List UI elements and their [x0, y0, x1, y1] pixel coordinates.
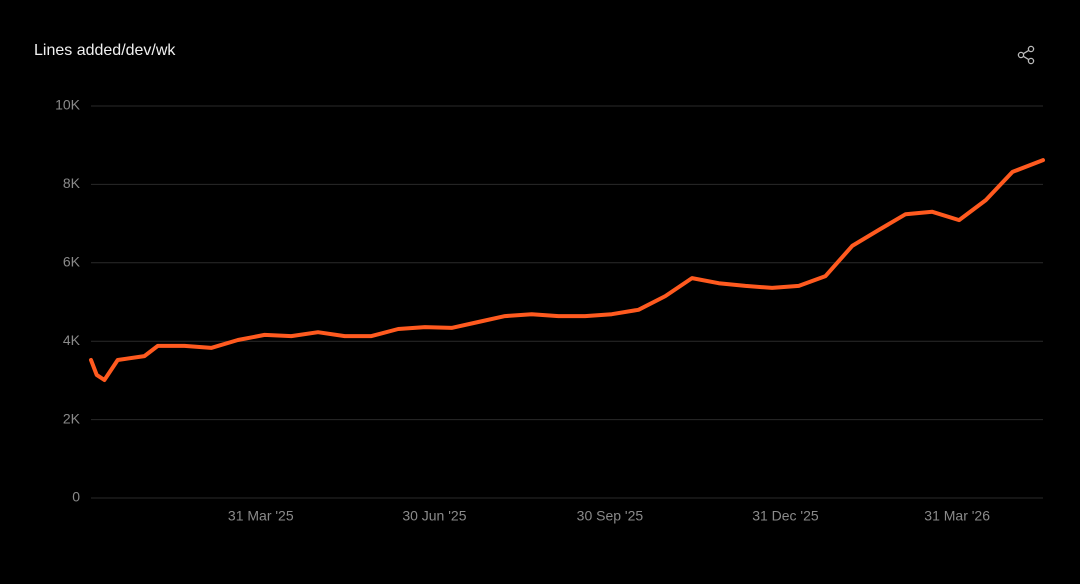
- share-button[interactable]: [1017, 45, 1035, 65]
- y-tick-label: 4K: [63, 332, 81, 348]
- share-icon: [1027, 45, 1035, 53]
- share-icon: [1022, 49, 1030, 61]
- x-tick-label: 30 Jun '25: [402, 508, 466, 524]
- x-tick-label: 30 Sep '25: [577, 508, 644, 524]
- y-tick-label: 6K: [63, 254, 81, 270]
- y-tick-label: 2K: [63, 410, 81, 426]
- chart-title: Lines added/dev/wk: [34, 42, 176, 59]
- share-icon: [1027, 57, 1035, 65]
- data-line: [89, 158, 1045, 382]
- y-tick-label: 10K: [55, 97, 81, 113]
- x-tick-label: 31 Dec '25: [752, 508, 819, 524]
- x-tick-label: 31 Mar '26: [924, 508, 990, 524]
- y-tick-label: 8K: [63, 175, 81, 191]
- x-tick-label: 31 Mar '25: [228, 508, 294, 524]
- share-icon: [1017, 51, 1025, 59]
- y-tick-label: 0: [72, 489, 80, 505]
